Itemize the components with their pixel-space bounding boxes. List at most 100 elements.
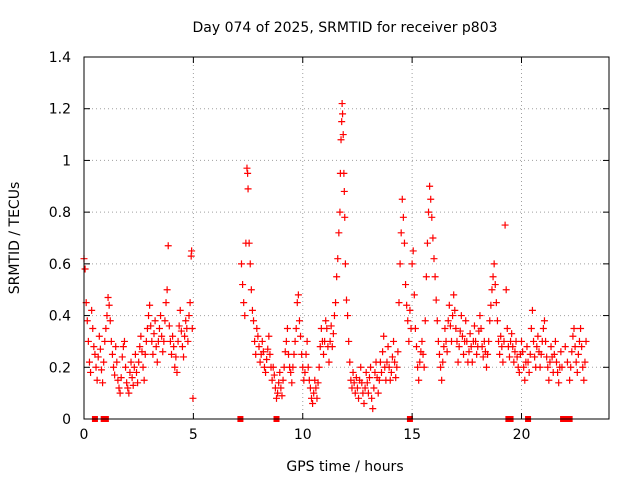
data-point — [403, 301, 411, 309]
data-point — [528, 306, 536, 314]
data-point — [378, 368, 385, 376]
data-point — [130, 363, 138, 371]
data-point — [140, 376, 148, 384]
data-point — [526, 350, 534, 358]
data-point — [440, 343, 448, 351]
data-point — [288, 379, 296, 387]
data-point — [466, 330, 474, 338]
y-tick-label: 0.8 — [49, 205, 71, 221]
data-point — [499, 358, 507, 366]
data-point — [515, 368, 523, 376]
data-point — [450, 291, 458, 299]
data-point — [157, 312, 165, 320]
data-points — [80, 100, 590, 422]
y-tick-label: 0 — [62, 412, 71, 428]
data-point — [89, 325, 97, 332]
data-point — [170, 343, 178, 351]
data-point — [106, 317, 114, 325]
data-point — [572, 358, 580, 366]
data-point — [162, 299, 170, 307]
data-point — [136, 343, 144, 351]
data-point — [126, 368, 134, 376]
data-point — [239, 281, 247, 289]
data-point — [90, 343, 98, 351]
data-point — [127, 358, 135, 366]
data-point — [460, 350, 468, 358]
data-point — [159, 348, 167, 356]
data-point — [390, 337, 398, 345]
data-point — [574, 350, 582, 358]
x-axis-ticks: 0 5 10 15 20 — [80, 57, 530, 443]
data-point — [172, 353, 180, 361]
data-point — [151, 317, 159, 325]
data-point — [582, 337, 590, 345]
data-point — [429, 234, 437, 242]
data-point — [309, 399, 317, 407]
data-point — [175, 322, 183, 330]
data-point — [178, 343, 186, 351]
data-point — [315, 363, 323, 371]
data-point — [575, 337, 583, 345]
data-point — [435, 350, 443, 358]
data-point — [141, 350, 149, 358]
data-point — [399, 213, 407, 221]
data-point — [566, 376, 574, 384]
data-point — [93, 376, 101, 384]
data-point — [98, 366, 105, 374]
data-point — [279, 376, 287, 384]
data-point — [568, 348, 576, 356]
y-axis-label: SRMTID / TECUs — [7, 182, 23, 295]
data-point — [539, 325, 547, 332]
data-point — [386, 376, 394, 384]
data-point — [240, 299, 248, 307]
data-point — [186, 299, 194, 307]
data-point — [456, 327, 464, 335]
data-point — [521, 376, 529, 384]
data-point — [546, 358, 554, 366]
data-point — [415, 376, 423, 384]
data-point — [392, 374, 400, 382]
data-point — [148, 337, 156, 345]
data-point — [351, 389, 359, 397]
data-point — [457, 312, 465, 320]
data-point — [135, 358, 143, 366]
data-point — [421, 317, 429, 325]
data-point — [113, 358, 121, 366]
data-point — [388, 353, 396, 361]
data-point — [290, 350, 298, 358]
data-point — [340, 169, 348, 177]
data-point — [369, 405, 377, 413]
data-point — [96, 345, 104, 353]
data-point — [83, 317, 91, 325]
data-point — [241, 312, 249, 320]
data-point — [139, 363, 147, 371]
data-point — [463, 337, 471, 345]
data-point — [349, 368, 357, 376]
data-point — [551, 337, 559, 345]
data-point — [338, 100, 346, 108]
data-point — [433, 317, 441, 325]
data-point — [301, 368, 309, 376]
data-point — [467, 343, 475, 351]
data-point — [443, 348, 451, 356]
data-point — [84, 337, 92, 345]
data-point — [497, 332, 505, 340]
data-point — [353, 384, 361, 392]
data-point — [571, 343, 579, 351]
data-point — [277, 384, 285, 392]
y-tick-label: 0.4 — [49, 309, 71, 325]
data-point — [485, 337, 493, 345]
data-point — [509, 343, 517, 351]
data-point — [337, 136, 345, 144]
data-point — [453, 337, 461, 345]
data-point — [477, 325, 485, 332]
data-point — [110, 363, 118, 371]
data-point — [149, 350, 157, 358]
data-point — [505, 353, 513, 361]
data-point — [524, 358, 532, 366]
data-point — [492, 299, 500, 307]
data-point — [289, 363, 297, 371]
data-point — [542, 337, 550, 345]
data-point — [431, 273, 439, 281]
data-point — [112, 343, 120, 351]
